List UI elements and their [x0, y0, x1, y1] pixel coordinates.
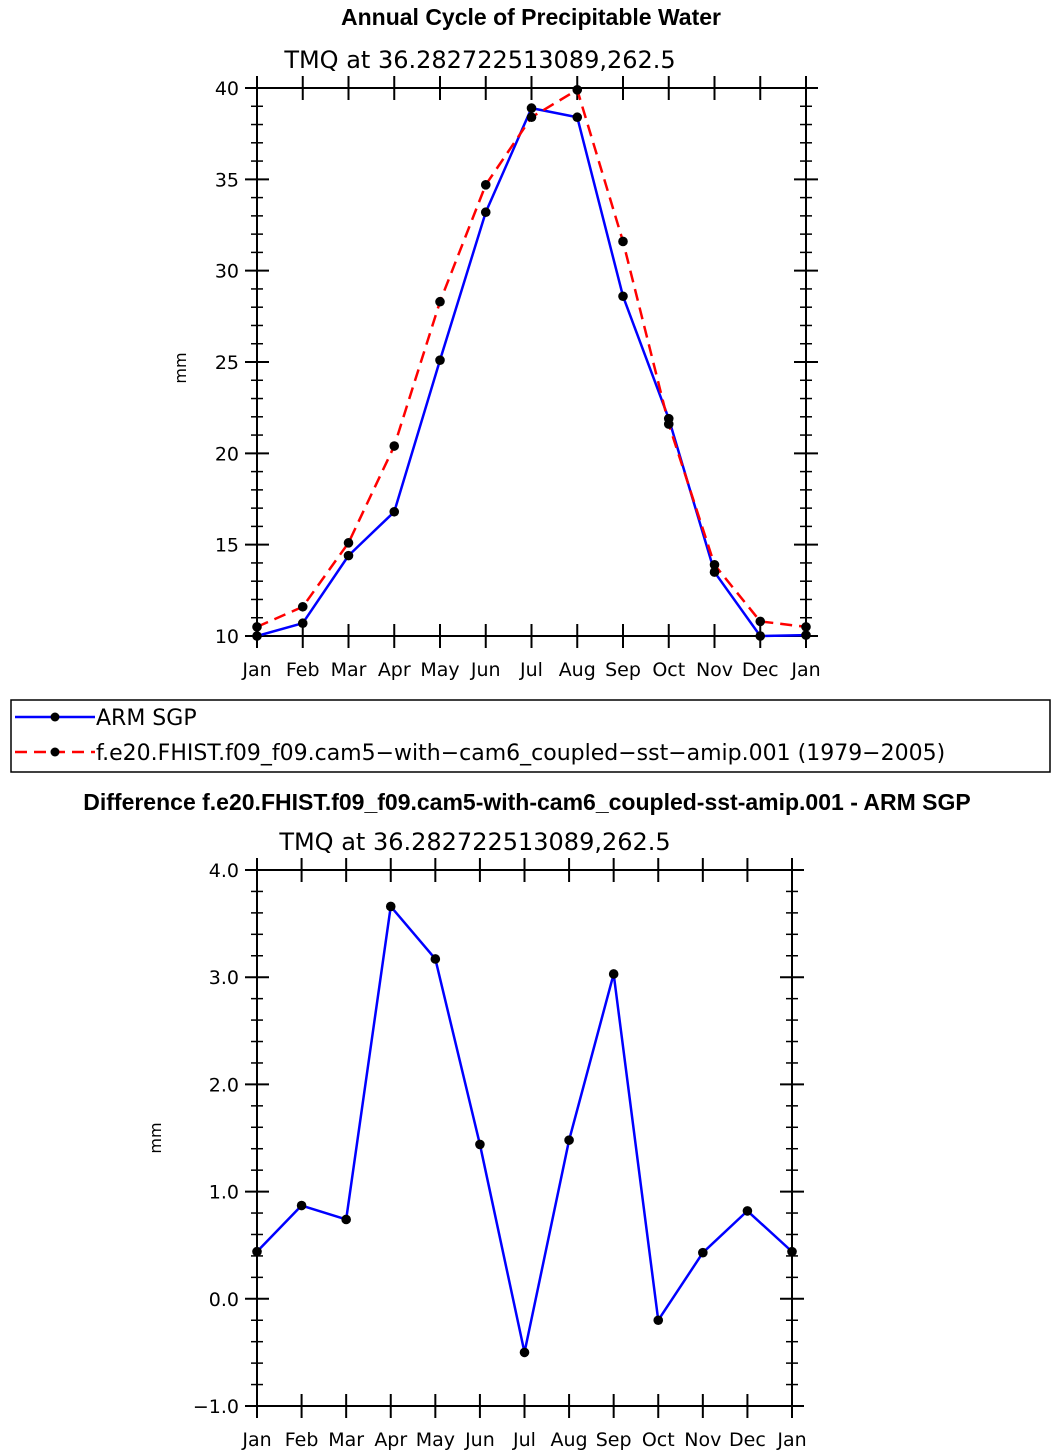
data-point-series-1: [663, 419, 674, 429]
data-point-series-0: [618, 291, 628, 302]
x-tick-label: Oct: [652, 659, 685, 681]
y-tick-label: 1.0: [209, 1182, 239, 1204]
x-tick-label: Jan: [790, 659, 820, 681]
x-tick-label: Mar: [328, 1429, 364, 1451]
x-tick-label: Jun: [464, 1429, 495, 1451]
data-point-series-0: [572, 112, 583, 123]
x-tick-label: Feb: [285, 1429, 319, 1451]
legend-marker-model: [50, 747, 60, 757]
data-point-series-1: [297, 601, 308, 612]
x-tick-label: May: [416, 1429, 455, 1451]
x-tick-label: Mar: [331, 659, 367, 681]
x-tick-label: Jan: [776, 1429, 806, 1451]
x-tick-label: Dec: [729, 1429, 766, 1451]
y-tick-label: 4.0: [209, 860, 239, 882]
data-point-series-0: [480, 207, 491, 218]
data-point-series-1: [801, 622, 811, 632]
series-line-1: [256, 88, 807, 629]
data-point-series-0: [475, 1139, 485, 1150]
series-line-0: [256, 106, 807, 638]
data-point-series-0: [252, 1246, 262, 1257]
y-tick-label: 25: [215, 352, 239, 374]
x-tick-label: Apr: [374, 1429, 407, 1451]
x-tick-label: Feb: [286, 659, 320, 681]
data-point-series-0: [297, 618, 308, 629]
data-point-series-1: [572, 85, 583, 95]
y-axis-label: mm: [146, 1122, 165, 1153]
precipitable-water-chart: Annual Cycle of Precipitable Water TMQ a…: [171, 4, 821, 681]
x-tick-label: Jan: [241, 659, 271, 681]
x-tick-label: Jul: [512, 1429, 536, 1451]
chart-subtitle: TMQ at 36.282722513089,262.5: [283, 46, 675, 74]
x-tick-label: Sep: [596, 1429, 632, 1451]
legend: ARM SGP f.e20.FHIST.f09_f09.cam5−with−ca…: [10, 699, 1051, 773]
x-tick-label: Nov: [684, 1429, 721, 1451]
x-tick-label: Apr: [378, 659, 411, 681]
legend-label-arm-sgp: ARM SGP: [96, 706, 197, 731]
data-point-series-0: [430, 954, 441, 964]
series-line-0: [256, 905, 793, 1354]
plot-frame: [256, 869, 793, 1407]
chart-title: Annual Cycle of Precipitable Water: [341, 4, 721, 30]
legend-label-model: f.e20.FHIST.f09_f09.cam5−with−cam6_coupl…: [96, 741, 945, 766]
x-tick-label: Nov: [696, 659, 733, 681]
data-point-series-0: [252, 631, 262, 641]
x-tick-label: Aug: [559, 659, 596, 681]
legend-marker-arm-sgp: [50, 712, 60, 722]
difference-chart: Difference f.e20.FHIST.f09_f09.cam5-with…: [83, 789, 971, 1451]
data-point-series-1: [435, 296, 445, 307]
data-point-series-0: [435, 355, 445, 365]
data-point-series-1: [526, 112, 537, 123]
y-axis-label: mm: [171, 352, 190, 383]
x-tick-label: Oct: [642, 1429, 675, 1451]
x-tick-label: Dec: [742, 659, 779, 681]
chart-subtitle: TMQ at 36.282722513089,262.5: [278, 828, 670, 856]
data-point-series-0: [343, 550, 354, 561]
x-tick-label: Jan: [241, 1429, 271, 1451]
data-point-series-1: [343, 538, 354, 548]
y-tick-label: 10: [215, 626, 239, 648]
y-tick-label: 15: [215, 535, 239, 557]
y-tick-label: −1.0: [193, 1396, 239, 1418]
data-point-series-0: [519, 1347, 530, 1358]
y-tick-label: 3.0: [209, 967, 239, 989]
data-point-series-0: [698, 1247, 708, 1258]
y-tick-label: 40: [215, 78, 239, 100]
data-point-series-1: [480, 180, 491, 190]
data-point-series-0: [341, 1214, 351, 1225]
data-point-series-0: [709, 567, 720, 577]
x-tick-label: May: [420, 659, 459, 681]
data-point-series-0: [385, 901, 396, 912]
x-tick-label: Jun: [470, 659, 501, 681]
x-tick-label: Jul: [519, 659, 543, 681]
data-point-series-0: [564, 1135, 574, 1145]
data-point-series-0: [653, 1315, 664, 1326]
legend-box: [10, 699, 1051, 773]
y-tick-label: 35: [215, 169, 239, 191]
data-point-series-1: [709, 559, 720, 570]
data-point-series-0: [296, 1200, 307, 1211]
data-point-series-0: [755, 631, 766, 641]
data-point-series-0: [801, 630, 811, 640]
data-point-series-0: [608, 969, 619, 979]
x-tick-label: Aug: [551, 1429, 588, 1451]
data-point-series-1: [618, 236, 628, 247]
data-point-series-1: [755, 616, 766, 627]
y-tick-label: 20: [215, 443, 239, 465]
data-point-series-0: [787, 1246, 797, 1257]
data-point-series-0: [526, 103, 537, 113]
data-point-series-0: [389, 506, 400, 517]
data-point-series-0: [742, 1206, 753, 1216]
y-tick-label: 0.0: [209, 1289, 239, 1311]
chart-title: Difference f.e20.FHIST.f09_f09.cam5-with…: [83, 789, 971, 815]
y-tick-label: 2.0: [209, 1074, 239, 1096]
x-tick-label: Sep: [605, 659, 641, 681]
y-tick-label: 30: [215, 261, 239, 283]
data-point-series-1: [252, 622, 262, 632]
data-point-series-1: [389, 441, 400, 451]
